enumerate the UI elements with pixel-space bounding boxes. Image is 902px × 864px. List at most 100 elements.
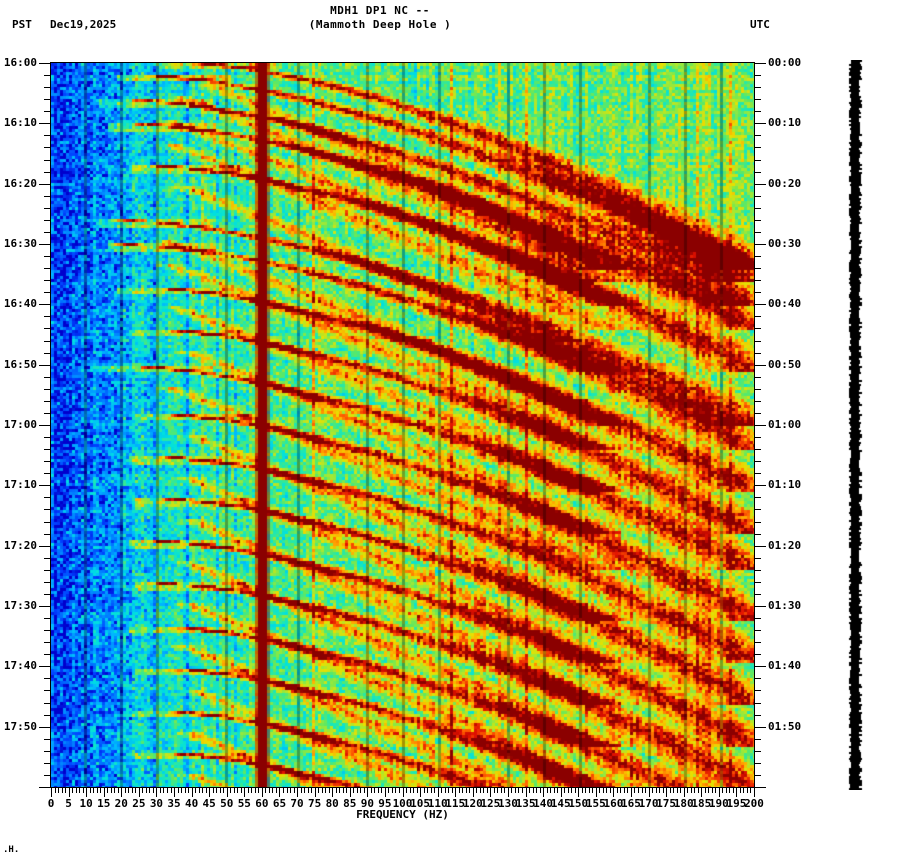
x-tick-minor <box>223 788 225 793</box>
x-tick-major <box>718 788 720 797</box>
y-tick-minor <box>755 340 761 342</box>
y-tick-minor <box>755 400 761 402</box>
y-axis-label-utc: 01:10 <box>768 478 802 492</box>
x-axis-label: 115 <box>445 797 466 810</box>
x-tick-major <box>543 788 545 797</box>
x-tick-minor <box>254 788 256 793</box>
y-tick-minor <box>44 497 50 499</box>
x-tick-minor <box>483 788 485 793</box>
y-tick-minor <box>44 352 50 354</box>
x-tick-minor <box>441 788 443 793</box>
y-tick-minor <box>755 750 761 752</box>
x-axis-label: 15 <box>97 797 111 810</box>
y-tick-minor <box>755 75 761 77</box>
y-tick-minor <box>44 231 50 233</box>
x-axis-label: 5 <box>65 797 72 810</box>
x-tick-minor <box>694 788 696 793</box>
x-axis-label: 105 <box>410 797 430 810</box>
x-tick-minor <box>114 788 116 793</box>
x-tick-minor <box>346 788 348 793</box>
x-tick-minor <box>135 788 137 793</box>
x-tick-minor <box>342 788 344 793</box>
x-tick-major <box>472 788 474 797</box>
left-timezone-label: PST <box>12 18 32 31</box>
x-tick-minor <box>511 788 513 793</box>
x-tick-minor <box>557 788 559 793</box>
x-tick-minor <box>743 788 745 793</box>
y-tick-major <box>39 123 50 125</box>
y-tick-minor <box>44 521 50 523</box>
x-tick-minor <box>363 788 365 793</box>
x-axis-label: 60 <box>255 797 269 810</box>
x-axis-label: 40 <box>184 797 199 810</box>
x-tick-minor <box>673 788 675 793</box>
y-tick-minor <box>44 207 50 209</box>
y-axis-label-utc: 01:50 <box>768 719 802 733</box>
amplitude-trace-bar <box>848 60 863 790</box>
y-tick-major <box>39 425 50 426</box>
y-tick-minor <box>755 268 761 270</box>
y-tick-minor <box>44 388 50 390</box>
y-tick-minor <box>755 690 761 692</box>
x-tick-minor <box>356 788 358 793</box>
y-tick-major <box>755 123 766 125</box>
y-tick-minor <box>44 376 50 378</box>
x-tick-minor <box>247 788 249 793</box>
y-axis-label-pst: 16:00 <box>3 56 37 69</box>
y-tick-minor <box>755 630 761 632</box>
y-tick-minor <box>44 147 50 149</box>
x-tick-major <box>613 788 615 797</box>
x-tick-minor <box>395 788 397 793</box>
x-tick-minor <box>339 788 341 793</box>
x-tick-minor <box>268 788 270 793</box>
x-axis-label: 130 <box>498 797 518 810</box>
x-tick-major <box>68 788 70 797</box>
frequency-axis: 0 5 10 15 20 25 30 35 40 45 50 55 60 65 70 75 80 85 90 95 10… <box>48 788 764 810</box>
y-axis-label-pst: 17:00 <box>3 418 37 431</box>
y-tick-minor <box>755 569 761 571</box>
x-tick-minor <box>729 788 731 793</box>
y-axis-label-pst: 17:30 <box>3 599 37 612</box>
y-tick-minor <box>44 111 50 113</box>
y-tick-minor <box>755 99 761 101</box>
x-axis-label: 50 <box>220 797 234 810</box>
x-axis-label: 25 <box>132 797 146 810</box>
x-tick-minor <box>451 788 453 793</box>
x-tick-minor <box>110 788 112 793</box>
y-tick-major <box>755 787 766 788</box>
x-tick-minor <box>588 788 590 793</box>
x-tick-minor <box>202 788 204 793</box>
x-tick-minor <box>170 788 172 793</box>
x-tick-minor <box>237 788 239 793</box>
x-tick-minor <box>96 788 98 793</box>
y-tick-minor <box>44 219 50 221</box>
x-tick-major <box>367 788 369 797</box>
y-axis-label-pst: 17:50 <box>3 719 37 733</box>
x-tick-major <box>174 788 176 797</box>
x-tick-minor <box>602 788 604 793</box>
spectrogram-canvas <box>51 63 754 787</box>
x-tick-minor <box>188 788 190 793</box>
x-tick-minor <box>398 788 400 793</box>
x-axis-label: 85 <box>343 797 357 810</box>
x-tick-major <box>226 788 228 797</box>
x-tick-minor <box>54 788 56 793</box>
y-tick-minor <box>755 702 761 704</box>
x-tick-major <box>209 788 211 797</box>
x-tick-minor <box>620 788 622 793</box>
y-axis-label-pst: 17:40 <box>3 659 37 673</box>
y-tick-major <box>755 545 766 547</box>
x-tick-minor <box>448 788 450 793</box>
x-tick-major <box>666 788 668 797</box>
x-tick-minor <box>623 788 625 793</box>
x-tick-minor <box>634 788 636 793</box>
x-tick-minor <box>216 788 218 793</box>
y-tick-minor <box>44 678 50 680</box>
y-tick-minor <box>755 328 761 330</box>
x-tick-minor <box>469 788 471 793</box>
x-axis-label: 170 <box>638 797 659 810</box>
spectrogram-plot[interactable] <box>50 62 755 788</box>
y-tick-minor <box>755 593 761 595</box>
x-axis-label: 200 <box>744 797 764 810</box>
